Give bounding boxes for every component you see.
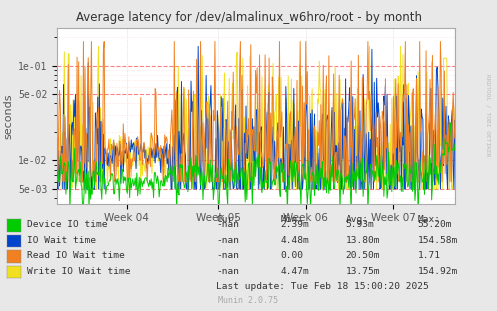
- Text: 1.71: 1.71: [417, 252, 440, 260]
- Text: -nan: -nan: [216, 220, 239, 229]
- Text: 2.39m: 2.39m: [281, 220, 310, 229]
- Text: -nan: -nan: [216, 252, 239, 260]
- Text: Device IO time: Device IO time: [27, 220, 108, 229]
- Text: Munin 2.0.75: Munin 2.0.75: [219, 296, 278, 305]
- Text: -nan: -nan: [216, 236, 239, 245]
- Text: Max:: Max:: [417, 215, 440, 224]
- Text: Write IO Wait time: Write IO Wait time: [27, 267, 131, 276]
- Text: 55.20m: 55.20m: [417, 220, 452, 229]
- Text: Read IO Wait time: Read IO Wait time: [27, 252, 125, 260]
- Text: 5.93m: 5.93m: [345, 220, 374, 229]
- Text: 13.80m: 13.80m: [345, 236, 380, 245]
- Text: 4.47m: 4.47m: [281, 267, 310, 276]
- Text: 20.50m: 20.50m: [345, 252, 380, 260]
- Y-axis label: seconds: seconds: [4, 93, 14, 139]
- Text: 154.92m: 154.92m: [417, 267, 458, 276]
- Text: 4.48m: 4.48m: [281, 236, 310, 245]
- Text: 13.75m: 13.75m: [345, 267, 380, 276]
- Text: 154.58m: 154.58m: [417, 236, 458, 245]
- Text: Avg:: Avg:: [345, 215, 368, 224]
- Text: RRDTOOL / TOBI OETIKER: RRDTOOL / TOBI OETIKER: [486, 74, 491, 156]
- Text: -nan: -nan: [216, 267, 239, 276]
- Text: Cur:: Cur:: [216, 215, 239, 224]
- Text: 0.00: 0.00: [281, 252, 304, 260]
- Text: Average latency for /dev/almalinux_w6hro/root - by month: Average latency for /dev/almalinux_w6hro…: [76, 11, 421, 24]
- Text: Last update: Tue Feb 18 15:00:20 2025: Last update: Tue Feb 18 15:00:20 2025: [216, 282, 429, 291]
- Text: IO Wait time: IO Wait time: [27, 236, 96, 245]
- Text: Min:: Min:: [281, 215, 304, 224]
